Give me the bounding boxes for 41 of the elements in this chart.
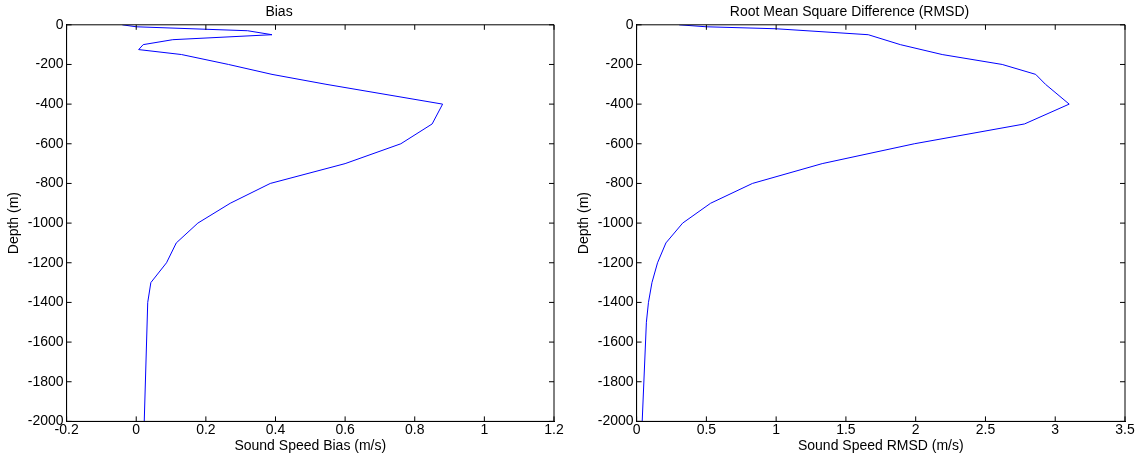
y-axis-title: Depth (m)	[575, 191, 592, 255]
chart-title: Bias	[265, 3, 293, 20]
y-tick-label: 0	[55, 15, 64, 32]
y-tick-label: -800	[605, 174, 634, 191]
y-tick-label: -600	[35, 134, 64, 151]
x-tick-label: 0.2	[196, 420, 216, 437]
x-tick-label: 0.8	[405, 420, 425, 437]
x-tick-label: 2.5	[975, 420, 996, 437]
y-tick-label: -1600	[27, 332, 64, 349]
y-tick-label: -400	[35, 94, 64, 111]
y-tick-label: -1000	[27, 213, 64, 230]
y-tick-label: 0	[625, 15, 634, 32]
x-tick-label: 0	[132, 420, 141, 437]
x-tick-label: 0.4	[265, 420, 286, 437]
y-tick-label: -600	[605, 134, 634, 151]
x-axis-title: Sound Speed RMSD (m/s)	[797, 437, 964, 454]
x-axis-title: Sound Speed Bias (m/s)	[234, 437, 387, 454]
x-tick-label: 2	[911, 420, 920, 437]
chart-title: Root Mean Square Difference (RMSD)	[729, 3, 970, 20]
y-tick-label: -1400	[27, 293, 64, 310]
y-tick-label: -1400	[597, 293, 634, 310]
y-tick-label: -1800	[27, 372, 64, 389]
x-tick-label: 1	[772, 420, 781, 437]
y-axis-title: Depth (m)	[5, 191, 22, 255]
x-tick-label: 0.6	[335, 420, 356, 437]
x-tick-label: 1	[480, 420, 489, 437]
y-tick-label: -1600	[597, 332, 634, 349]
y-tick-label: -800	[35, 174, 64, 191]
y-tick-label: -1200	[597, 253, 634, 270]
x-tick-label: 3.5	[1115, 420, 1135, 437]
x-tick-label: 3	[1051, 420, 1060, 437]
x-tick-label: 0.5	[696, 420, 717, 437]
y-tick-label: -1800	[597, 372, 634, 389]
y-tick-label: -200	[35, 55, 64, 72]
y-tick-label: -200	[605, 55, 634, 72]
y-tick-label: -2000	[597, 412, 634, 429]
x-tick-label: 1.5	[836, 420, 856, 437]
y-tick-label: -1200	[27, 253, 64, 270]
y-tick-label: -1000	[597, 213, 634, 230]
x-tick-label: 1.2	[544, 420, 564, 437]
y-tick-label: -400	[605, 94, 634, 111]
